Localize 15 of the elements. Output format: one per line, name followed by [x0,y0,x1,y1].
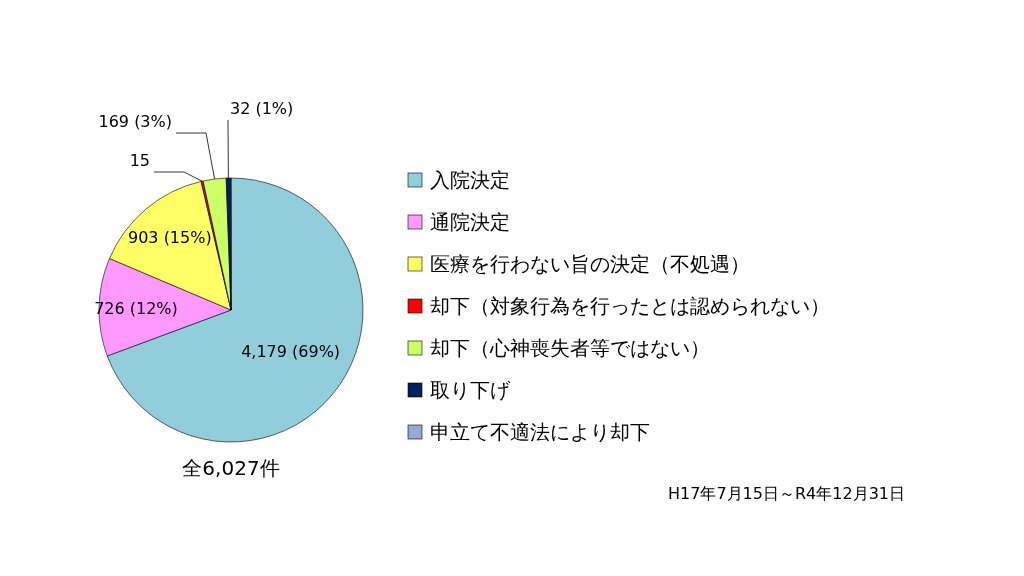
data-label: 4,179 (69%) [241,342,341,362]
legend-label: 取り下げ [430,378,511,402]
data-label: 15 [129,151,150,170]
data-label: 32 (1%) [230,99,294,118]
legend-label: 申立て不適法により却下 [430,420,650,444]
text: H17年7月15日～R4年12月31日 [668,484,905,503]
legend-label: 入院決定 [430,168,510,192]
text: 全6,027件 [182,456,280,480]
legend-label: 医療を行わない旨の決定（不処遇） [430,252,750,276]
data-label: 903 (15%) [128,228,212,248]
legend-label: 通院決定 [430,210,510,234]
data-label: 726 (12%) [94,298,178,318]
data-label: 169 (3%) [98,112,172,131]
legend-label: 却下（心神喪失者等ではない） [430,336,710,360]
legend-label: 却下（対象行為を行ったとは認められない） [430,294,830,318]
